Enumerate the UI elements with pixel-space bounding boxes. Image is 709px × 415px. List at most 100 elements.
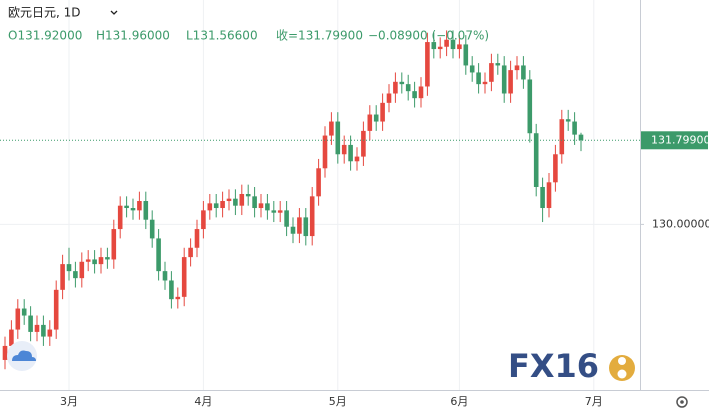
- ohlc-value: −0.08900 (−0.07%): [368, 29, 489, 43]
- candle-body: [143, 201, 149, 220]
- candle-body: [207, 203, 213, 211]
- candle-body: [463, 44, 469, 66]
- candle-body: [553, 154, 558, 183]
- candle-body: [149, 219, 155, 239]
- candle-body: [489, 63, 494, 82]
- candle-body: [98, 257, 104, 265]
- candle-body: [130, 208, 136, 211]
- candle-body: [380, 102, 385, 122]
- candle-body: [373, 114, 379, 122]
- candle-body: [367, 114, 373, 131]
- candle-body: [111, 229, 117, 260]
- candle-body: [348, 144, 353, 162]
- candle-body: [34, 324, 40, 332]
- x-tick-label: 6月: [450, 395, 468, 408]
- candle-body: [47, 329, 53, 337]
- candle-body: [137, 201, 142, 211]
- candle-body: [316, 168, 321, 197]
- candle-body: [309, 196, 315, 237]
- logo-dot: [609, 355, 635, 381]
- candle-body: [508, 70, 513, 94]
- y-tick-label: 130.00000: [652, 217, 709, 230]
- candle-body: [450, 39, 456, 50]
- candle-body: [9, 329, 14, 346]
- candle-body: [386, 93, 392, 103]
- candle-body: [412, 91, 417, 99]
- candle-body: [169, 280, 174, 300]
- candle-body: [66, 264, 72, 272]
- candle-body: [546, 182, 552, 209]
- candle-body: [565, 119, 571, 122]
- x-tick-label: 7月: [585, 395, 603, 408]
- candle-body: [265, 203, 270, 211]
- candles: [2, 30, 584, 370]
- candle-body: [444, 39, 449, 47]
- x-tick-label: 4月: [194, 395, 212, 408]
- ohlc-value: H131.96000: [96, 29, 170, 43]
- ohlc-value: 收=131.79900: [276, 29, 363, 43]
- candle-body: [201, 210, 206, 230]
- ohlc-value: O131.92000: [8, 29, 82, 43]
- candle-body: [239, 194, 245, 206]
- candle-body: [28, 315, 33, 332]
- candle-body: [540, 186, 545, 209]
- candle-body: [341, 144, 347, 155]
- candle-body: [527, 79, 533, 134]
- candle-body: [252, 196, 257, 209]
- title-chevron[interactable]: [110, 10, 118, 15]
- candle-body: [297, 217, 302, 234]
- candle-body: [60, 264, 65, 290]
- candle-body: [501, 65, 507, 94]
- candle-body: [117, 205, 123, 230]
- candle-body: [162, 271, 168, 281]
- candle-body: [393, 81, 398, 94]
- candle-body: [578, 134, 584, 141]
- candle-body: [533, 133, 539, 187]
- candle-body: [457, 44, 462, 50]
- settings-icon[interactable]: [676, 396, 688, 408]
- candle-body: [559, 119, 565, 155]
- candle-body: [495, 63, 501, 66]
- candle-body: [329, 121, 334, 136]
- candle-body: [521, 65, 526, 80]
- axes: 130.00000 3月 4月 5月 6月 7月 131.79900: [0, 131, 709, 408]
- chart-title: 欧元日元, 1D: [8, 6, 81, 20]
- candle-body: [322, 135, 328, 169]
- candle-body: [482, 81, 488, 85]
- candle-body: [73, 271, 78, 279]
- last-price-label: 131.79900: [651, 133, 709, 146]
- candle-body: [233, 198, 238, 206]
- candle-body: [53, 289, 59, 330]
- candle-body: [258, 203, 264, 209]
- candle-body: [277, 210, 283, 213]
- logo-text: FX16: [508, 347, 599, 385]
- candle-body: [405, 84, 411, 92]
- candle-body: [181, 257, 187, 297]
- candle-body: [92, 259, 97, 265]
- candle-body: [213, 203, 219, 209]
- cloud-icon: [7, 341, 37, 371]
- candle-body: [85, 259, 91, 262]
- candle-body: [476, 72, 481, 85]
- grid: [0, 0, 640, 390]
- candle-body: [399, 81, 405, 85]
- candle-body: [425, 42, 430, 87]
- candle-body: [105, 257, 110, 260]
- x-tick-label: 5月: [329, 395, 347, 408]
- candle-body: [572, 121, 577, 135]
- candle-body: [79, 261, 85, 279]
- candle-body: [2, 345, 8, 360]
- x-tick-label: 3月: [60, 395, 78, 408]
- logo-dot: [617, 369, 627, 379]
- candle-body: [245, 194, 251, 197]
- candle-body: [226, 198, 232, 202]
- candle-body: [220, 201, 225, 209]
- candle-body: [418, 86, 424, 99]
- candle-body: [354, 156, 360, 162]
- candle-body: [431, 42, 437, 50]
- candle-body: [175, 296, 181, 300]
- candle-body: [284, 210, 289, 227]
- logo-dot: [618, 357, 626, 365]
